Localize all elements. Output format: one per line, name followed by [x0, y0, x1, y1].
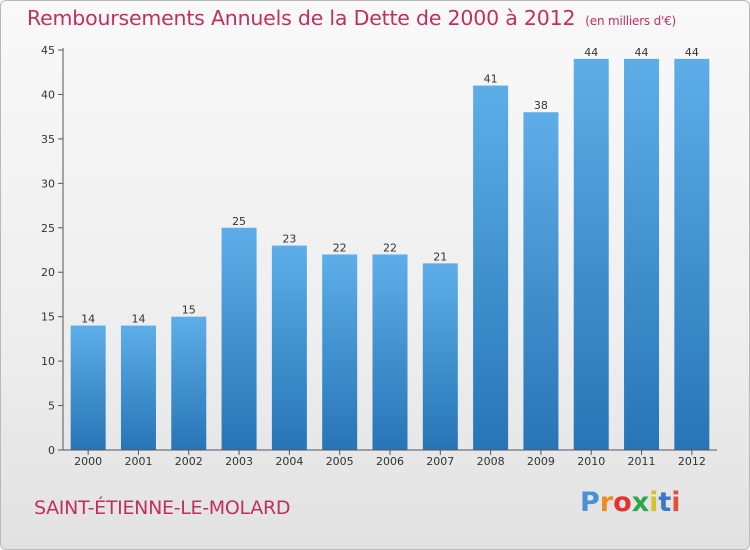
bar [422, 263, 458, 450]
logo-letter: r [599, 487, 614, 518]
x-tick-label: 2009 [527, 455, 555, 468]
proxiti-logo: Proxiti [580, 487, 681, 518]
bar [70, 325, 106, 450]
bar [221, 227, 257, 450]
y-tick-label: 30 [41, 177, 55, 190]
logo-letter: t [658, 487, 672, 518]
chart-title: Remboursements Annuels de la Dette de 20… [27, 6, 676, 30]
bar [674, 58, 710, 451]
bar [322, 254, 358, 450]
title-text: Remboursements Annuels de la Dette de 20… [27, 6, 576, 30]
y-tick-label: 10 [41, 355, 55, 368]
logo-letter: i [671, 487, 681, 518]
y-tick-label: 0 [48, 444, 55, 457]
x-tick-label: 2012 [678, 455, 706, 468]
chart-subtitle: (en milliers d'€) [585, 14, 677, 28]
x-tick-label: 2003 [225, 455, 253, 468]
x-tick-label: 2005 [326, 455, 354, 468]
bar [171, 316, 207, 450]
bar-value-label: 41 [484, 73, 498, 86]
location-label: SAINT-ÉTIENNE-LE-MOLARD [34, 497, 291, 519]
x-tick-label: 2002 [175, 455, 203, 468]
logo-letter: x [631, 487, 650, 518]
x-tick-label: 2004 [275, 455, 303, 468]
y-tick-label: 5 [48, 400, 55, 413]
x-tick-label: 2007 [426, 455, 454, 468]
bar [523, 112, 559, 450]
bar-value-label: 38 [534, 99, 548, 112]
y-tick-label: 20 [41, 266, 55, 279]
bar [271, 245, 307, 450]
x-tick-label: 2008 [477, 455, 505, 468]
bar-value-label: 25 [232, 215, 246, 228]
x-tick-label: 2010 [577, 455, 605, 468]
bar-value-label: 23 [282, 233, 296, 246]
x-tick-label: 2001 [124, 455, 152, 468]
logo-letter: i [649, 487, 659, 518]
bar [120, 325, 156, 450]
bar-value-label: 15 [182, 304, 196, 317]
bar-value-label: 44 [635, 46, 649, 59]
bar-value-label: 44 [584, 46, 598, 59]
bar [573, 58, 609, 451]
bar [372, 254, 408, 450]
y-tick-label: 35 [41, 133, 55, 146]
x-tick-label: 2011 [628, 455, 656, 468]
bar [624, 58, 660, 451]
logo-letter: P [580, 487, 600, 518]
y-tick-label: 45 [41, 44, 55, 57]
bar-value-label: 22 [333, 241, 347, 254]
bar-value-label: 14 [131, 313, 145, 326]
bar-value-label: 21 [433, 250, 447, 263]
x-tick-label: 2000 [74, 455, 102, 468]
y-tick-label: 15 [41, 311, 55, 324]
y-tick-label: 40 [41, 88, 55, 101]
bar-value-label: 44 [685, 46, 699, 59]
logo-letter: o [613, 487, 632, 518]
bar-value-label: 14 [81, 313, 95, 326]
x-tick-label: 2006 [376, 455, 404, 468]
bar-value-label: 22 [383, 241, 397, 254]
y-tick-label: 25 [41, 222, 55, 235]
bar [473, 85, 509, 451]
